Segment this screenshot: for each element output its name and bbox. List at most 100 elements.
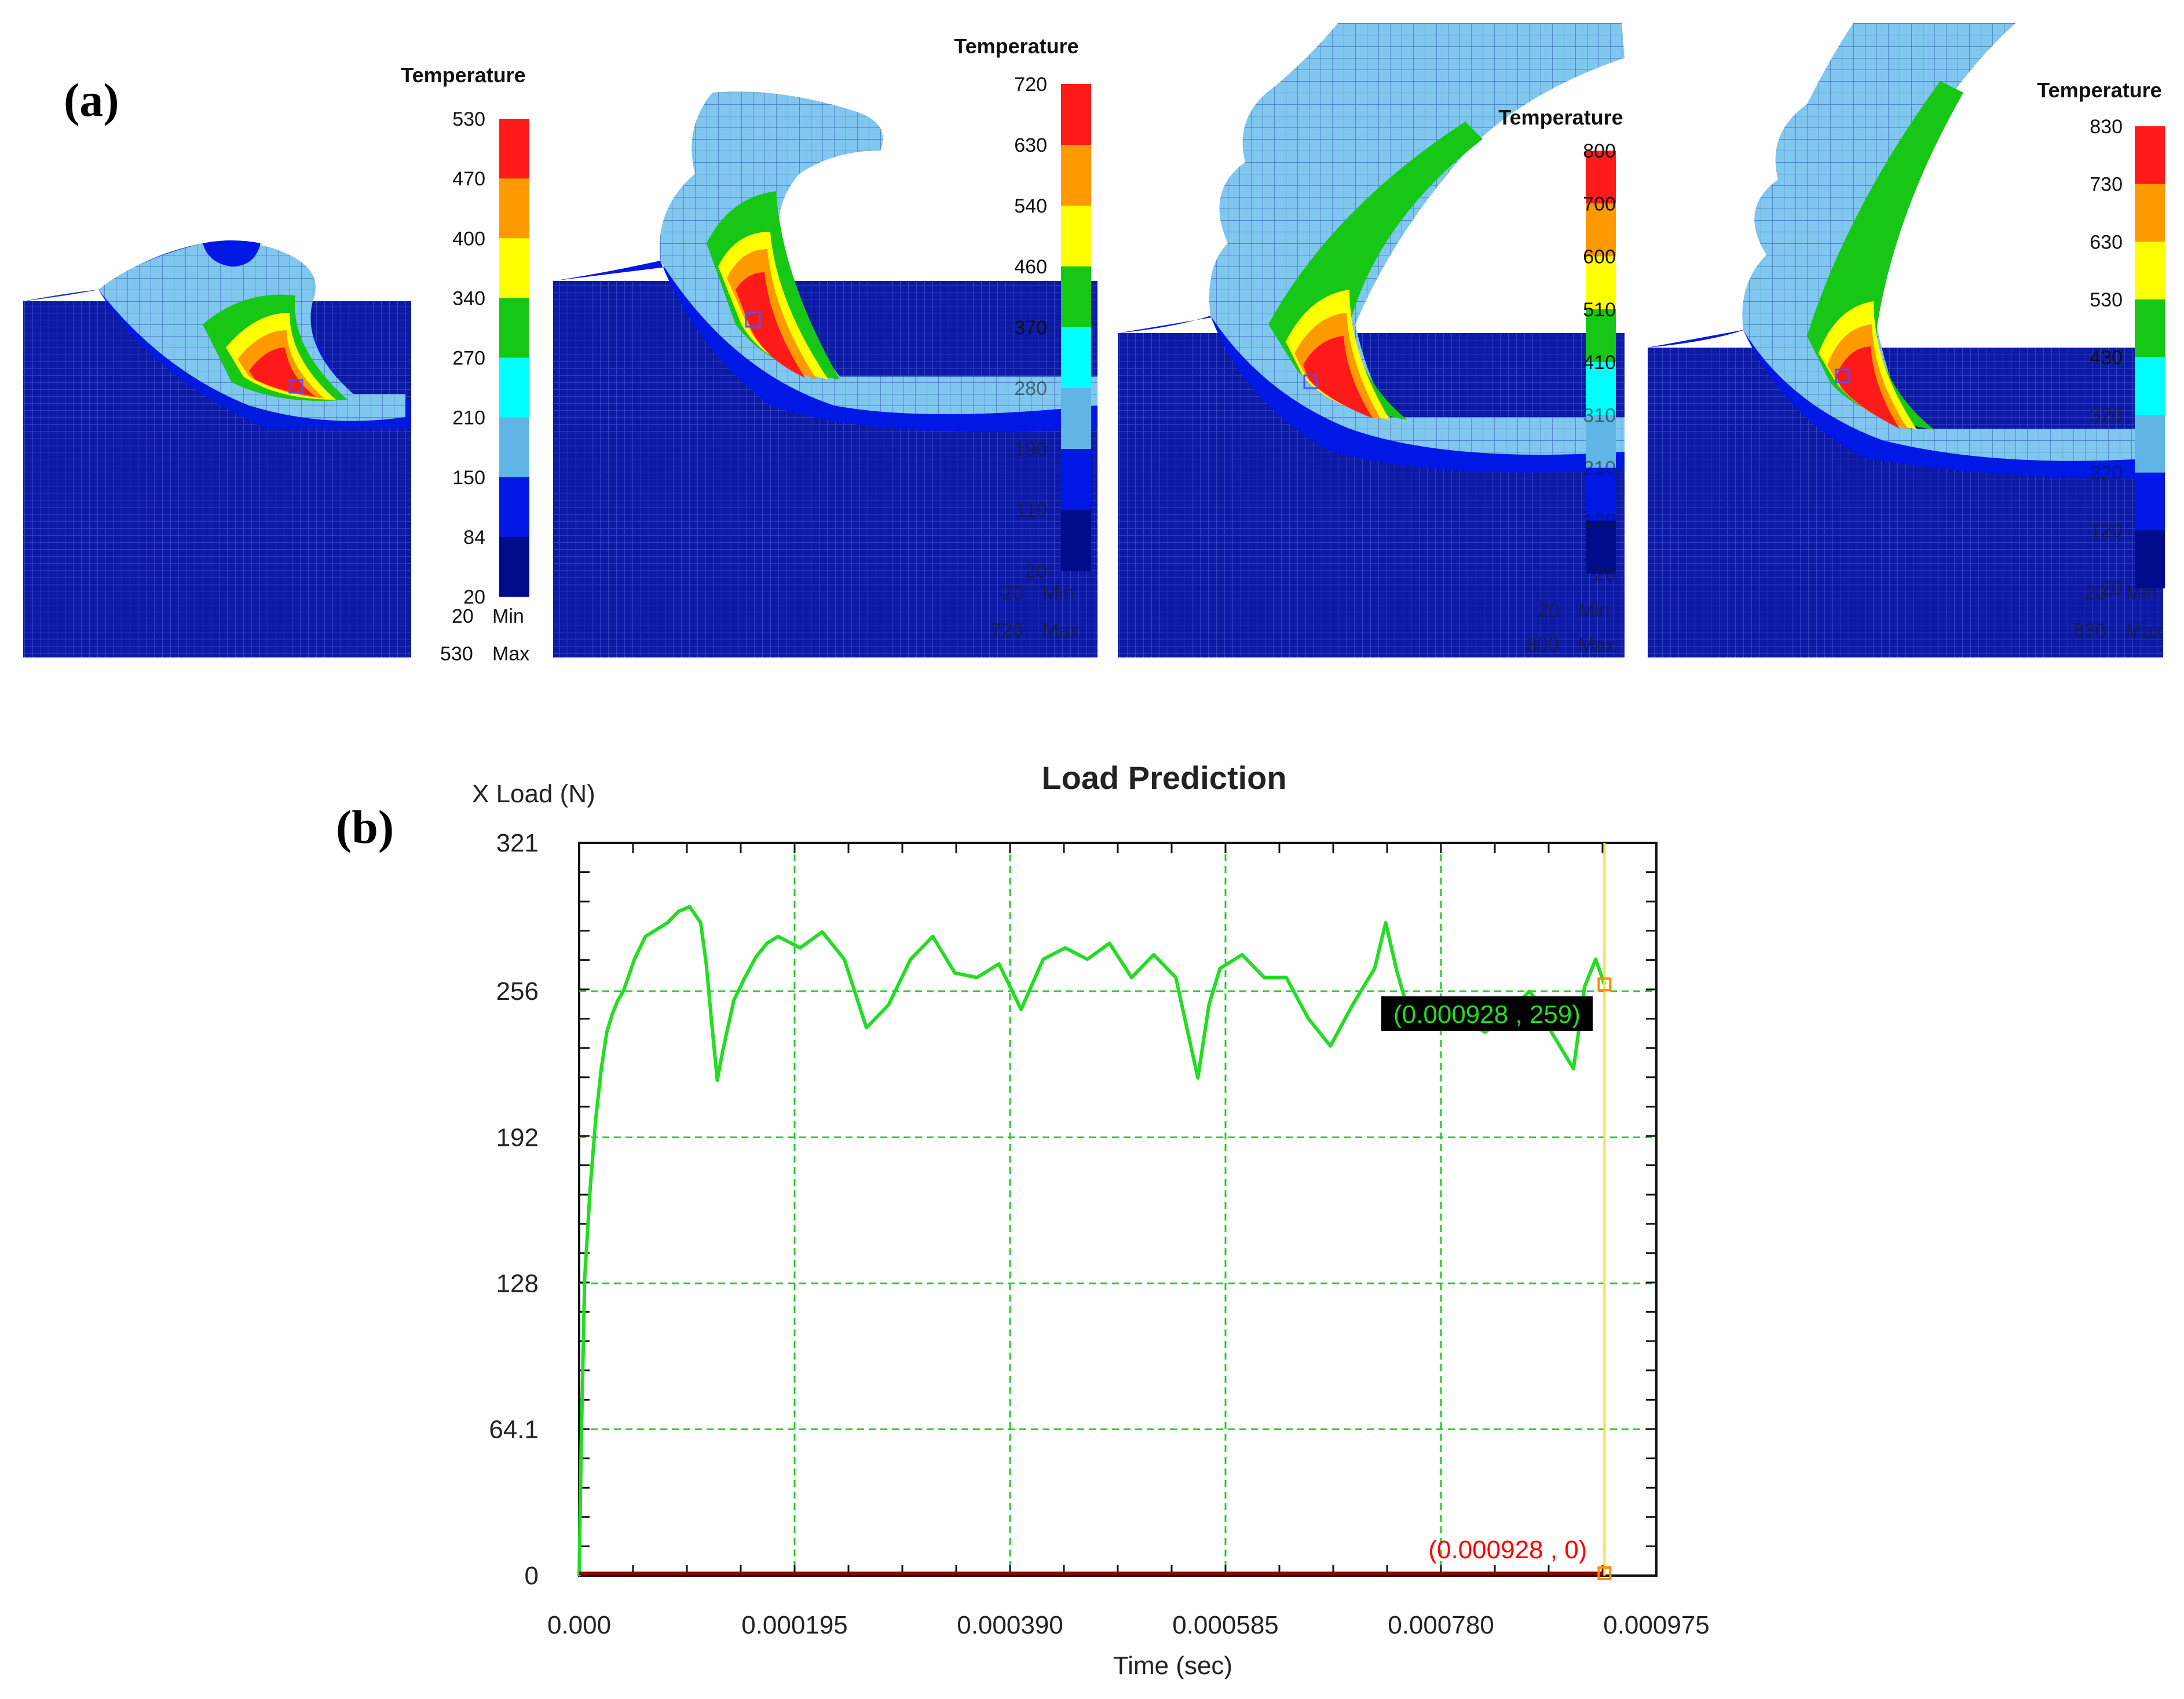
legend-max-value: 830: [2073, 620, 2106, 642]
probe-marker: [1303, 374, 1318, 389]
legend-tick-label: 190: [1014, 439, 1047, 461]
data-point: [755, 956, 757, 958]
legend-min-label: Min: [1042, 582, 1074, 604]
data-point: [1263, 977, 1265, 979]
legend-tick-label: 460: [1014, 256, 1047, 278]
legend-swatch: [499, 298, 529, 358]
legend-min-label: Min: [492, 605, 524, 627]
data-point: [578, 1574, 580, 1577]
legend-swatch: [499, 477, 529, 538]
x-tick-label: 0.000390: [957, 1611, 1063, 1639]
data-point: [600, 1068, 602, 1070]
legend-swatch: [1586, 415, 1616, 468]
simulation-4: [1648, 23, 2163, 657]
legend-max-label: Max: [1578, 634, 1615, 656]
x-tick-label: 0.000975: [1603, 1611, 1710, 1639]
legend-swatch: [2135, 242, 2165, 300]
legend-tick-label: 220: [2090, 462, 2123, 484]
legend-tick-label: 110: [1016, 499, 1047, 521]
legend-tick-label: 600: [1583, 246, 1616, 268]
legend-tick-label: 530: [2090, 289, 2123, 311]
data-point: [1131, 977, 1133, 979]
data-point: [1484, 1031, 1486, 1033]
legend-tick-label: 510: [1583, 299, 1616, 321]
workpiece-mesh: [553, 281, 1098, 657]
legend-tick-label: 430: [2090, 347, 2123, 369]
legend-max-label: Max: [2126, 620, 2163, 642]
data-point: [1020, 1009, 1022, 1011]
probe-marker: [288, 379, 303, 394]
legend-tick-label: 410: [1583, 352, 1616, 374]
data-point: [744, 977, 746, 979]
data-point: [1396, 970, 1398, 972]
simulation-3: [1118, 23, 1625, 657]
legend-swatch: [499, 238, 529, 298]
data-point: [1351, 1004, 1353, 1006]
data-point: [1583, 985, 1586, 988]
legend-tick-label: 150: [452, 467, 485, 489]
data-point: [1528, 990, 1531, 992]
legend-min-value: 20: [2085, 582, 2107, 604]
data-point: [1153, 953, 1155, 956]
data-point: [799, 947, 802, 949]
legend-tick-label: 270: [452, 348, 485, 370]
y-tick-label: 256: [496, 977, 539, 1006]
hot-zone-red: [1836, 346, 1900, 429]
data-point: [1285, 977, 1287, 979]
data-point: [909, 958, 912, 960]
legend-swatch: [1061, 266, 1091, 328]
x-tick-label: 0.000195: [741, 1611, 848, 1639]
legend-tick-label: 210: [1583, 458, 1616, 480]
axis-ticks: 0.000 0.000195 0.000390 0.000585 0.000780 0.0…: [489, 829, 1709, 1639]
data-point: [931, 936, 934, 938]
data-point: [1208, 1004, 1210, 1006]
legend-swatch: [499, 357, 529, 418]
y-axis-label: X Load (N): [472, 780, 595, 808]
legend-swatch: [1586, 467, 1616, 521]
probe-marker: [745, 312, 761, 328]
data-point: [622, 990, 624, 992]
legend-swatch: [2135, 357, 2165, 415]
legend-min-label: Min: [1578, 600, 1610, 622]
data-point: [584, 1278, 586, 1280]
data-point: [1042, 958, 1044, 960]
data-point: [1175, 977, 1177, 979]
data-point: [865, 1026, 868, 1029]
y-tick-label: 64.1: [489, 1415, 539, 1444]
legend-tick-label: 370: [1014, 317, 1047, 339]
data-point: [580, 1438, 583, 1440]
legend-tick-label: 530: [452, 108, 485, 130]
legend-swatch: [1586, 151, 1616, 204]
legend-swatch: [1586, 309, 1616, 363]
data-point: [1385, 922, 1387, 924]
legend-swatch: [1061, 145, 1091, 206]
y-tick-label: 321: [496, 829, 539, 857]
legend-swatch: [1586, 520, 1616, 574]
data-point: [777, 936, 779, 938]
panel-b-label: (b): [336, 801, 394, 853]
data-point: [716, 1079, 718, 1081]
data-point: [617, 999, 619, 1002]
legend-tick-label: 120: [2090, 520, 2123, 542]
data-point: [1219, 967, 1221, 970]
legend-tick-label: 400: [452, 228, 485, 250]
legend-max-label: Max: [492, 643, 529, 665]
data-point: [821, 931, 824, 933]
legend-tick-label: 20: [1025, 560, 1047, 582]
cursor-marker-load: [1597, 977, 1612, 992]
legend-swatch: [499, 119, 529, 179]
data-point: [1307, 1017, 1309, 1020]
data-point: [1572, 1068, 1575, 1070]
data-point: [1064, 947, 1066, 949]
data-point: [711, 1022, 713, 1024]
simulation-1: [23, 240, 411, 657]
legend-min-value: 20: [1538, 600, 1560, 622]
data-point: [656, 929, 658, 931]
legend-swatch: [499, 178, 529, 239]
hot-zone-red: [249, 348, 316, 397]
